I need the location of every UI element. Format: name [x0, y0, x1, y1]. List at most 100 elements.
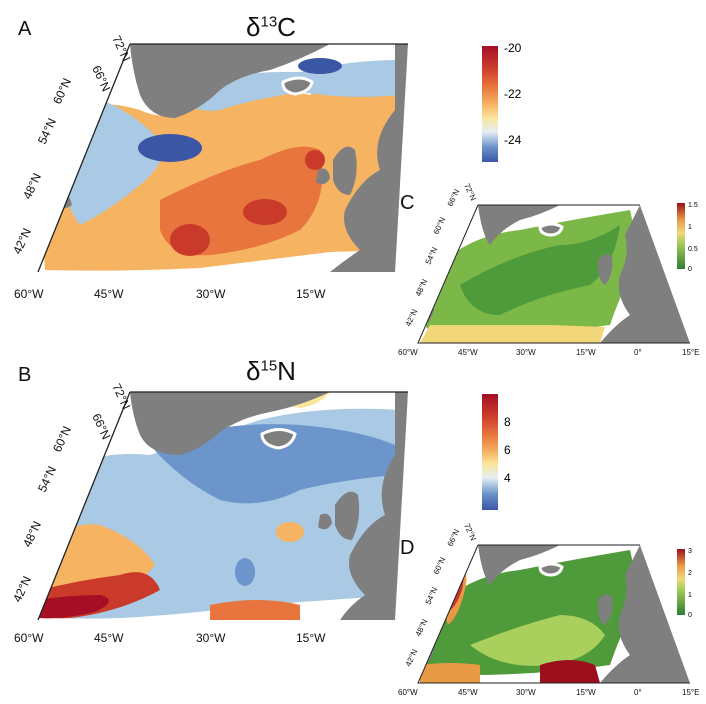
lat-tick-b-48: 48°N	[20, 519, 44, 549]
lat-tick-d-72: 72°N	[462, 522, 478, 542]
europe-d	[600, 545, 690, 683]
title-b: δ15N	[246, 356, 296, 387]
lon-tick-c-15w: 15°W	[576, 348, 596, 357]
lat-tick-a-60: 60°N	[50, 76, 74, 106]
colorbar-d: 3 2 1 0	[677, 548, 692, 619]
panel-d: D 72°N 66°N 60°N 54°N 48°N 42°N	[390, 515, 706, 704]
iceland-a	[281, 76, 314, 96]
lon-tick-a-45w: 45°W	[94, 287, 124, 301]
lon-tick-c-60w: 60°W	[398, 348, 418, 357]
greenland-c	[478, 205, 560, 245]
colorbar-a: -20 -22 -24	[482, 41, 522, 162]
lon-tick-c-0: 0°	[634, 348, 642, 357]
lon-tick-a-60w: 60°W	[14, 287, 44, 301]
map-frame-b	[37, 391, 408, 621]
title-b-sup: 15	[260, 357, 278, 375]
lat-tick-c-66: 66°N	[446, 188, 462, 208]
title-a-elem: C	[277, 12, 296, 42]
lon-tick-b-45w: 45°W	[94, 631, 124, 645]
title-b-delta: δ	[246, 356, 261, 386]
blue-core2-a	[298, 58, 342, 74]
ocean-light-c	[420, 325, 605, 343]
britain-a	[333, 146, 357, 195]
map-frame-a	[37, 43, 408, 273]
cbar-a-tick-1: -22	[504, 87, 522, 101]
lon-ticks-b: 60°W 45°W 30°W 15°W	[14, 631, 326, 645]
ocean-dark-c	[460, 225, 620, 315]
warm-south-b	[210, 600, 300, 620]
europe-a	[330, 44, 408, 272]
warm-south-d	[420, 663, 480, 683]
map-c: 72°N 66°N 60°N 54°N 48°N 42°N 60°W 45°W …	[398, 182, 699, 357]
cbar-a-tick-2: -24	[504, 133, 522, 147]
greenland-a	[130, 44, 330, 118]
lat-tick-a-54: 54°N	[35, 116, 59, 146]
lon-tick-b-15w: 15°W	[296, 631, 326, 645]
panel-b: B δ15N 72°N 66°N 60°	[0, 350, 511, 650]
panel-label-a: A	[18, 18, 32, 40]
cbar-d-tick-3: 0	[688, 612, 692, 619]
ocean-light-d	[470, 615, 605, 666]
lon-tick-c-30w: 30°W	[516, 348, 536, 357]
lon-tick-b-30w: 30°W	[196, 631, 226, 645]
lat-tick-d-48: 48°N	[414, 618, 430, 638]
panel-a: A δ13C 72°N 66°N	[0, 0, 522, 330]
blue-core-b	[235, 558, 255, 586]
lon-tick-c-45w: 45°W	[458, 348, 478, 357]
iceland-c	[538, 222, 564, 237]
lon-tick-c-15e: 15°E	[682, 348, 699, 357]
cbar-a-tick-0: -20	[504, 41, 522, 55]
lon-tick-d-15w: 15°W	[576, 688, 596, 697]
greenland-d	[478, 545, 560, 585]
europe-c	[600, 205, 690, 343]
lon-tick-d-60w: 60°W	[398, 688, 418, 697]
lon-tick-d-15e: 15°E	[682, 688, 699, 697]
panel-c: C 72°N 66°N 60°N 54°N 48°N 42°N 60°W 45	[390, 175, 706, 365]
blue-core-a	[138, 134, 202, 162]
britain-c	[597, 254, 613, 285]
lat-tick-d-66: 66°N	[446, 528, 462, 548]
lat-tick-d-42: 42°N	[404, 648, 420, 668]
iceland-b	[260, 428, 297, 450]
lat-tick-c-60: 60°N	[432, 216, 448, 236]
cbar-d-tick-0: 3	[688, 548, 692, 555]
ireland-b	[318, 513, 332, 530]
map-d: 72°N 66°N 60°N 54°N 48°N 42°N 60°W 45°W …	[398, 522, 699, 697]
lat-tick-a-42: 42°N	[10, 226, 34, 256]
title-b-elem: N	[277, 356, 296, 386]
map-a: 72°N 66°N 60°N 54°N 48°N 42°N 60°W 45°W …	[10, 33, 408, 301]
lat-tick-a-72: 72°N	[109, 33, 133, 63]
lat-tick-b-42: 42°N	[10, 574, 34, 604]
title-a: δ13C	[246, 12, 296, 43]
lon-tick-a-30w: 30°W	[196, 287, 226, 301]
map-frame-c	[417, 204, 690, 344]
red-core4-a	[305, 150, 325, 170]
panel-label-c: C	[400, 192, 415, 214]
britain-d	[597, 594, 613, 625]
cbar-c-tick-0: 1.5	[688, 202, 698, 209]
lon-tick-a-15w: 15°W	[296, 287, 326, 301]
europe-b	[340, 392, 408, 620]
lat-tick-c-48: 48°N	[414, 278, 430, 298]
lon-ticks-a: 60°W 45°W 30°W 15°W	[14, 287, 326, 301]
hot-south-d	[540, 660, 600, 683]
ireland-a	[316, 168, 330, 185]
cbar-b-tick-1: 6	[504, 443, 511, 457]
cbar-c-tick-2: 0.5	[688, 246, 698, 253]
lat-tick-c-72: 72°N	[462, 182, 478, 202]
lat-tick-b-72: 72°N	[109, 381, 133, 411]
lon-ticks-c: 60°W 45°W 30°W 15°W 0° 15°E	[398, 348, 699, 357]
lat-tick-b-54: 54°N	[35, 464, 59, 494]
cbar-b-tick-0: 8	[504, 415, 511, 429]
warm-mid-b	[276, 522, 304, 542]
lon-tick-d-30w: 30°W	[516, 688, 536, 697]
cbar-c-tick-1: 1	[688, 224, 692, 231]
lon-tick-d-45w: 45°W	[458, 688, 478, 697]
lon-tick-b-60w: 60°W	[14, 631, 44, 645]
lat-tick-b-66: 66°N	[89, 411, 113, 441]
title-a-delta: δ	[246, 12, 261, 42]
red-core3-a	[243, 199, 287, 225]
panel-label-d: D	[400, 537, 415, 559]
greenland-b	[130, 392, 330, 455]
lat-tick-d-54: 54°N	[424, 586, 440, 606]
